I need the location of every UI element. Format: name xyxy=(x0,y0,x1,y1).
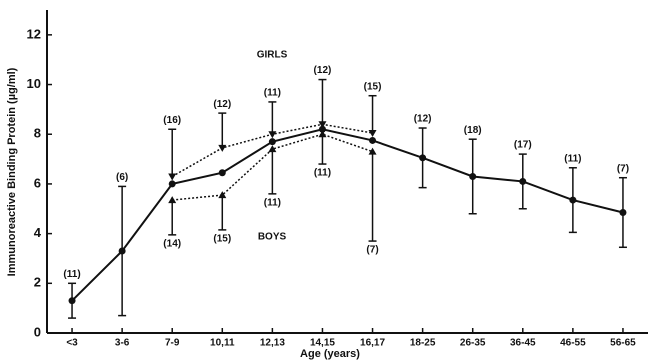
marker xyxy=(218,144,227,152)
n-label: (12) xyxy=(213,99,231,110)
marker xyxy=(268,131,277,139)
x-axis-label: Age (years) xyxy=(300,348,360,360)
marker xyxy=(168,173,177,181)
n-label: (16) xyxy=(163,115,181,126)
marker xyxy=(369,136,377,144)
n-label: (11) xyxy=(264,88,281,99)
marker xyxy=(519,177,527,185)
y-tick-label: 12 xyxy=(27,26,41,41)
marker xyxy=(368,129,377,137)
marker xyxy=(68,297,76,305)
x-tick-label: 26-35 xyxy=(460,338,486,349)
n-label: (12) xyxy=(314,65,332,76)
x-tick-label: <3 xyxy=(66,338,78,349)
n-label: (18) xyxy=(464,125,482,136)
y-tick-label: 6 xyxy=(34,175,41,190)
n-label: (11) xyxy=(564,153,581,164)
x-tick-label: 46-55 xyxy=(560,338,586,349)
x-tick-label: 7-9 xyxy=(165,338,180,349)
x-tick-label: 3-6 xyxy=(115,338,130,349)
marker xyxy=(569,196,577,204)
n-label: (11) xyxy=(314,168,331,179)
n-label: (15) xyxy=(364,81,382,92)
x-tick-label: 14,15 xyxy=(310,338,335,349)
n-label: (11) xyxy=(63,269,80,280)
x-tick-label: 12,13 xyxy=(260,338,285,349)
n-label: (12) xyxy=(414,114,432,125)
n-label: (15) xyxy=(213,234,231,245)
x-tick-label: 10,11 xyxy=(210,338,235,349)
marker xyxy=(168,196,177,204)
n-label: (7) xyxy=(617,163,629,174)
marker xyxy=(318,125,326,133)
marker xyxy=(469,172,477,180)
marker xyxy=(218,191,227,199)
marker xyxy=(318,130,327,138)
marker xyxy=(368,147,377,155)
x-tick-label: 36-45 xyxy=(510,338,536,349)
y-axis-label: Immunoreactive Binding Protein (µg/ml) xyxy=(6,67,18,276)
marker xyxy=(118,247,126,255)
marker xyxy=(218,169,226,177)
y-tick-label: 0 xyxy=(34,324,41,339)
n-label: (17) xyxy=(514,140,532,151)
marker xyxy=(268,145,277,153)
n-label: (11) xyxy=(264,198,281,209)
series-line xyxy=(71,128,624,302)
y-tick-label: 2 xyxy=(34,275,41,290)
marker xyxy=(419,154,427,162)
marker xyxy=(268,138,276,146)
n-label: (6) xyxy=(116,172,128,183)
x-tick-label: 18-25 xyxy=(410,338,436,349)
marker xyxy=(619,208,627,216)
y-tick-label: 8 xyxy=(34,126,41,141)
series-label: BOYS xyxy=(258,232,287,243)
marker xyxy=(168,180,176,188)
series-line xyxy=(172,133,373,201)
x-tick-label: 56-65 xyxy=(610,338,636,349)
n-label: (7) xyxy=(366,245,378,256)
marker xyxy=(318,121,327,129)
series-label: GIRLS xyxy=(257,50,288,61)
y-tick-label: 10 xyxy=(27,76,41,91)
y-tick-label: 4 xyxy=(34,225,42,240)
x-tick-label: 16,17 xyxy=(360,338,385,349)
n-label: (14) xyxy=(163,238,181,249)
